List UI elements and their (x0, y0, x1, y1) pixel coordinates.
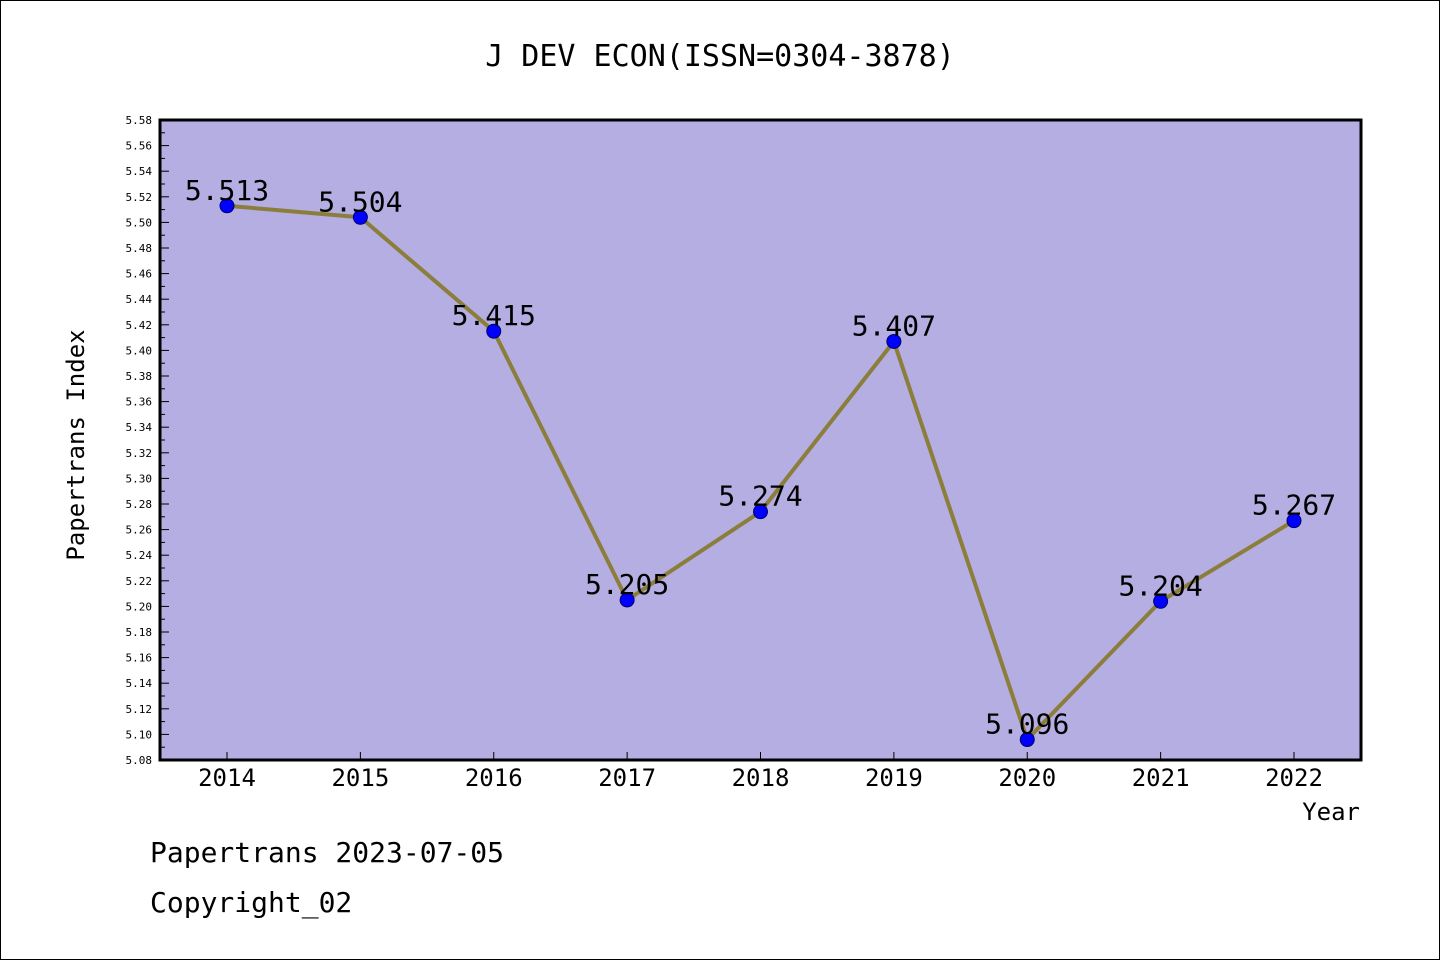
data-label: 5.504 (318, 185, 402, 218)
y-tick-label: 5.08 (126, 754, 153, 767)
y-tick-label: 5.36 (126, 396, 153, 409)
y-tick-label: 5.58 (126, 114, 153, 127)
chart-title: J DEV ECON(ISSN=0304-3878) (485, 39, 955, 74)
y-tick-label: 5.50 (126, 216, 153, 229)
y-tick-label: 5.10 (126, 728, 153, 741)
data-point (352, 209, 368, 225)
footer-copyright: Copyright_02 (150, 886, 353, 919)
plot-area (158, 118, 1363, 762)
y-tick-label: 5.32 (126, 447, 153, 460)
data-point (486, 323, 502, 339)
x-tick-label: 2016 (465, 764, 523, 792)
y-tick-label: 5.30 (126, 472, 153, 485)
data-point (1153, 593, 1169, 609)
data-label: 5.513 (185, 174, 269, 207)
y-tick-label: 5.38 (126, 370, 153, 383)
x-tick-label: 2019 (865, 764, 923, 792)
y-axis-label: Papertrans Index (62, 329, 90, 560)
y-tick-label: 5.24 (126, 549, 153, 562)
data-point (753, 504, 768, 520)
y-tick-label: 5.40 (126, 344, 153, 357)
x-tick-label: 2017 (598, 764, 656, 792)
y-tick-label: 5.54 (126, 165, 153, 178)
footer-date: Papertrans 2023-07-05 (150, 836, 505, 869)
data-label: 5.407 (852, 309, 936, 342)
data-label: 5.267 (1252, 489, 1336, 522)
y-tick-label: 5.12 (126, 703, 153, 716)
y-tick-label: 5.44 (126, 293, 153, 306)
data-point (219, 198, 235, 214)
x-tick-label: 2022 (1265, 764, 1323, 792)
y-tick-label: 5.20 (126, 600, 153, 613)
x-axis-label: Year (1302, 798, 1360, 826)
y-tick-label: 5.56 (126, 140, 153, 153)
y-tick-label: 5.18 (126, 626, 153, 639)
data-point (619, 592, 635, 608)
data-label: 5.096 (985, 708, 1069, 741)
y-tick-label: 5.48 (126, 242, 153, 255)
series-group: 5.513 5.504 5.415 5.205 5.274 5.407 5.096 5.204… (185, 174, 1336, 748)
data-point (1019, 732, 1035, 748)
y-tick-label: 5.14 (126, 677, 153, 690)
y-tick-label: 5.42 (126, 319, 153, 332)
y-tick-label: 5.52 (126, 191, 153, 204)
data-label: 5.205 (585, 568, 669, 601)
y-tick-label: 5.16 (126, 652, 153, 665)
x-axis: 2014 2015 2016 2017 2018 2019 2020 2021 2022 (198, 752, 1323, 792)
data-label: 5.415 (452, 299, 536, 332)
data-label: 5.274 (718, 480, 802, 513)
y-axis: 5.08 5.10 5.12 5.14 5.16 5.18 5.20 5.22 5.24 5.26… (126, 114, 169, 767)
y-tick-label: 5.22 (126, 575, 153, 588)
x-tick-label: 2018 (732, 764, 790, 792)
y-tick-label: 5.28 (126, 498, 153, 511)
y-tick-label: 5.46 (126, 268, 153, 281)
x-tick-label: 2020 (998, 764, 1056, 792)
data-point (1286, 513, 1302, 529)
y-tick-label: 5.26 (126, 524, 153, 537)
y-tick-label: 5.34 (126, 421, 153, 434)
x-tick-label: 2014 (198, 764, 256, 792)
x-tick-label: 2015 (331, 764, 389, 792)
x-tick-label: 2021 (1132, 764, 1190, 792)
data-label: 5.204 (1118, 569, 1202, 602)
data-point (886, 333, 902, 349)
